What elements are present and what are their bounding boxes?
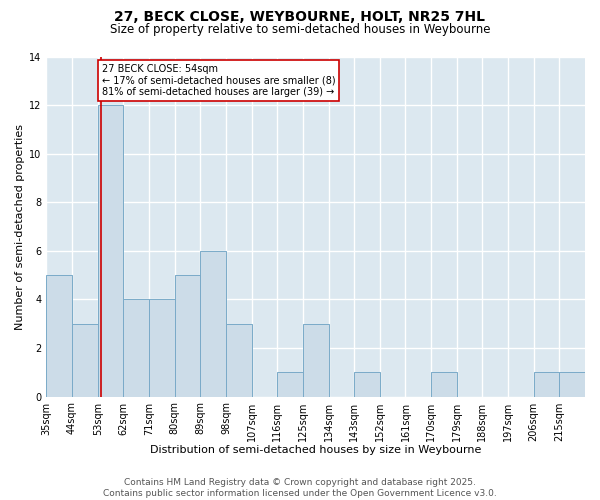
- Bar: [98, 105, 124, 397]
- X-axis label: Distribution of semi-detached houses by size in Weybourne: Distribution of semi-detached houses by …: [150, 445, 481, 455]
- Text: Size of property relative to semi-detached houses in Weybourne: Size of property relative to semi-detach…: [110, 22, 490, 36]
- Bar: [559, 372, 585, 396]
- Bar: [149, 300, 175, 396]
- Bar: [72, 324, 98, 396]
- Text: 27 BECK CLOSE: 54sqm
← 17% of semi-detached houses are smaller (8)
81% of semi-d: 27 BECK CLOSE: 54sqm ← 17% of semi-detac…: [102, 64, 335, 97]
- Text: 27, BECK CLOSE, WEYBOURNE, HOLT, NR25 7HL: 27, BECK CLOSE, WEYBOURNE, HOLT, NR25 7H…: [115, 10, 485, 24]
- Bar: [303, 324, 329, 396]
- Bar: [534, 372, 559, 396]
- Bar: [200, 251, 226, 396]
- Bar: [277, 372, 303, 396]
- Bar: [124, 300, 149, 396]
- Bar: [46, 275, 72, 396]
- Text: Contains HM Land Registry data © Crown copyright and database right 2025.
Contai: Contains HM Land Registry data © Crown c…: [103, 478, 497, 498]
- Bar: [175, 275, 200, 396]
- Y-axis label: Number of semi-detached properties: Number of semi-detached properties: [15, 124, 25, 330]
- Bar: [354, 372, 380, 396]
- Bar: [431, 372, 457, 396]
- Bar: [226, 324, 251, 396]
